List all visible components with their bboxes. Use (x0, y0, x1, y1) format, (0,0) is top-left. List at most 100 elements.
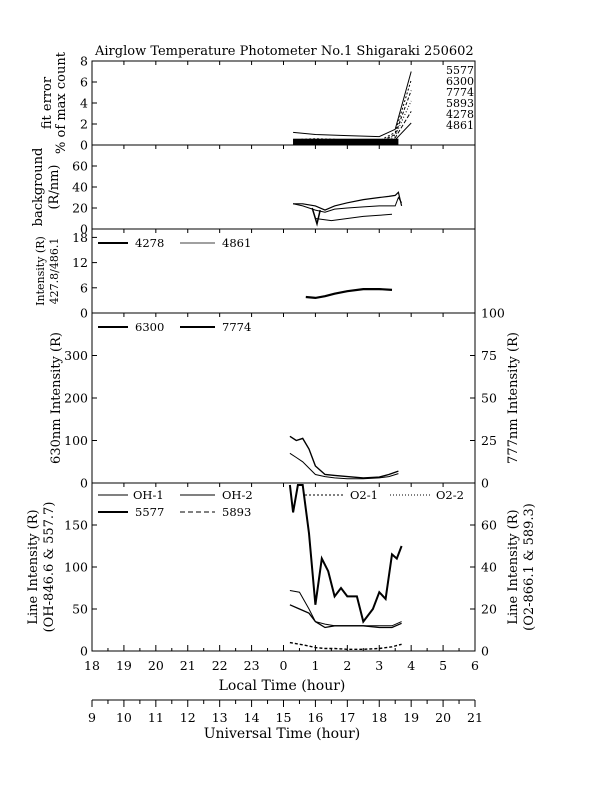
line-intensity-series-5577 (288, 484, 403, 624)
li-legend-label: O2-1 (350, 488, 378, 502)
line-intensity-y-label: Line Intensity (R) (26, 509, 41, 624)
x-tick-label-local: 6 (471, 658, 479, 673)
oi630-y-tick-label: 0 (80, 476, 88, 491)
ut-tick-label: 16 (307, 710, 323, 725)
fit-error-series-4278 (293, 111, 412, 144)
x-tick-label-local: 4 (407, 658, 415, 673)
x-tick-label-local: 19 (116, 658, 132, 673)
line-intensity-series-OH-2 (289, 590, 402, 627)
fit-error-y-tick-label: 2 (80, 117, 88, 132)
background-series (315, 213, 393, 222)
ratio-series (305, 288, 393, 300)
background-y-tick-label: 0 (80, 222, 88, 237)
fit-error-y-tick-label: 4 (80, 96, 88, 111)
line-intensity-y-tick-label: 150 (64, 518, 88, 533)
ratio-y-tick-label: 12 (72, 255, 88, 270)
ratio-legend-label: 4861 (222, 236, 251, 250)
oi630-y-tick-label: 200 (64, 391, 88, 406)
o2-intensity-y-label: (O2-866.1 & 589.3) (522, 503, 537, 631)
ut-tick-label: 19 (403, 710, 419, 725)
x-tick-label-local: 20 (148, 658, 164, 673)
oi777-y-tick-label: 50 (481, 391, 497, 406)
o2-intensity-y-tick-label: 0 (481, 644, 489, 659)
fit-error-y-label: % of max count (54, 51, 69, 154)
ut-tick-label: 20 (435, 710, 451, 725)
background-y-tick-label: 60 (72, 159, 88, 174)
oi630-y-label: 630nm Intensity (R) (49, 332, 64, 464)
background-series (293, 191, 403, 211)
ut-tick-label: 9 (88, 710, 96, 725)
fit-error-y-tick-label: 6 (80, 75, 88, 90)
background-y-label: (R/nm) (47, 164, 62, 209)
ut-tick-label: 18 (371, 710, 387, 725)
background-y-tick-label: 40 (72, 180, 88, 195)
li-legend-label: 5893 (222, 505, 251, 519)
oi630-y-tick-label: 100 (64, 433, 88, 448)
li-legend-label: 5577 (135, 505, 164, 519)
ut-tick-label: 12 (180, 710, 196, 725)
x-tick-label-local: 5 (439, 658, 447, 673)
li-legend-label: OH-2 (222, 488, 253, 502)
ut-tick-label: 15 (276, 710, 292, 725)
fit-error-series-label: 7774 (446, 86, 474, 99)
x-tick-label-local: 21 (180, 658, 196, 673)
oi630-series (289, 435, 399, 479)
background-y-tick-label: 20 (72, 201, 88, 216)
o2-intensity-y-tick-label: 20 (481, 602, 497, 617)
background-y-label: background (31, 148, 46, 227)
li-legend-label: OH-1 (133, 488, 164, 502)
oi-legend-label: 7774 (222, 320, 251, 334)
fit-error-series-6300 (293, 79, 412, 142)
line-intensity-y-tick-label: 100 (64, 560, 88, 575)
fit-error-series-label: 6300 (446, 75, 474, 88)
oi777-y-tick-label: 75 (481, 348, 497, 363)
fit-error-y-tick-label: 8 (80, 54, 88, 69)
ratio-y-tick-label: 18 (72, 230, 88, 245)
ratio-y-tick-label: 0 (80, 306, 88, 321)
chart-dynamic: 18 19 20 21 22 23 0 1 2 3 4 5 69 10 11 12 13 14 15 16 17 18 19… (26, 51, 537, 725)
plot-frame (91, 60, 476, 652)
oi-legend-label: 6300 (135, 320, 164, 334)
fit-error-dense-band (293, 138, 399, 145)
x-axis-ut-label: Universal Time (hour) (204, 726, 361, 742)
x-tick-label-local: 0 (280, 658, 288, 673)
line-intensity-y-tick-label: 50 (72, 602, 88, 617)
oi630-y-tick-label: 300 (64, 348, 88, 363)
x-tick-label-local: 18 (84, 658, 100, 673)
oi777-y-label: 777nm Intensity (R) (506, 332, 521, 464)
o2-intensity-y-tick-label: 60 (481, 518, 497, 533)
ut-tick-label: 17 (339, 710, 355, 725)
ratio-y-label: 427.8/486.1 (48, 238, 61, 305)
o2-intensity-y-tick-label: 40 (481, 560, 497, 575)
x-tick-label-local: 1 (311, 658, 319, 673)
oi777-y-tick-label: 100 (481, 306, 505, 321)
x-tick-label-local: 23 (244, 658, 260, 673)
line-intensity-series-OH-1 (289, 604, 402, 629)
fit-error-y-label: fit error (40, 76, 55, 129)
ut-tick-label: 13 (212, 710, 228, 725)
fit-error-series-label: 5893 (446, 97, 474, 110)
fit-error-series-label: 5577 (446, 64, 474, 77)
li-legend-label: O2-2 (436, 488, 464, 502)
oi777-y-tick-label: 0 (481, 476, 489, 491)
ut-tick-label: 21 (467, 710, 483, 725)
o2-intensity-y-label: Line Intensity (R) (506, 509, 521, 624)
background-dip (311, 207, 321, 227)
fit-error-series-label: 4861 (446, 119, 474, 132)
ratio-y-tick-label: 6 (80, 280, 88, 295)
x-axis-local-label: Local Time (hour) (219, 678, 346, 694)
fit-error-series-5577 (293, 71, 412, 138)
x-tick-label-local: 3 (375, 658, 383, 673)
oi777-y-tick-label: 25 (481, 433, 497, 448)
ut-tick-label: 11 (148, 710, 164, 725)
oi777-series (289, 452, 399, 480)
x-tick-label-local: 22 (212, 658, 228, 673)
line-intensity-series-5893 (289, 641, 402, 650)
ratio-legend-label: 4278 (135, 236, 164, 250)
fit-error-series-label: 4278 (446, 108, 474, 121)
x-tick-label-local: 2 (343, 658, 351, 673)
line-intensity-y-label: (OH-846.6 & 557.7) (42, 502, 57, 633)
fit-error-y-tick-label: 0 (80, 138, 88, 153)
